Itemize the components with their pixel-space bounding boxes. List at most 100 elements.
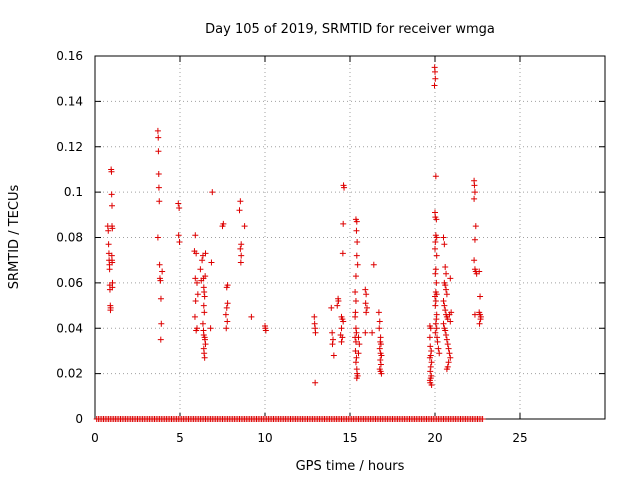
data-point [442,263,449,270]
data-point [352,313,359,320]
data-point [441,302,448,309]
data-point [377,341,384,348]
data-point [362,329,369,336]
data-point [236,207,243,214]
data-point [432,239,439,246]
data-point [311,320,318,327]
y-tick-label: 0.06 [56,276,83,290]
data-point [339,334,346,341]
data-point [223,325,230,332]
data-point [194,279,200,286]
x-tick-label: 20 [427,431,442,445]
data-point [193,250,200,257]
data-point [340,220,347,227]
data-point [156,198,163,205]
data-point [175,200,182,207]
data-point [155,184,162,191]
data-point [378,370,385,377]
data-point [472,223,479,230]
data-point [201,293,208,300]
data-point [370,261,377,268]
data-point [443,366,450,373]
data-point [108,191,115,198]
data-point [155,170,162,177]
data-point [445,345,452,352]
y-tick-label: 0.14 [56,94,83,108]
data-point [443,291,450,298]
data-point [202,273,209,280]
x-tick-labels: 0 5 10 15 20 25 [91,431,527,445]
x-tick-label: 5 [176,431,184,445]
data-point [442,282,449,289]
data-point [237,198,244,205]
data-point [433,279,440,286]
data-point [426,334,433,341]
data-point [352,298,359,305]
data-point [237,259,244,266]
data-point [353,252,360,259]
data-point [176,239,183,246]
x-axis-label: GPS time / hours [296,459,405,474]
data-point [339,250,346,257]
data-point [375,309,382,316]
data-point [432,270,439,277]
data-point [176,205,183,212]
data-point [476,320,483,327]
data-point [262,327,269,334]
data-point [154,234,161,241]
data-point [432,329,439,336]
y-tick-labels: 0 0.02 0.04 0.06 0.08 0.1 0.12 0.14 0.16 [56,49,83,426]
data-point [432,266,439,273]
data-point [199,320,206,327]
data-point [353,375,360,382]
data-point [219,223,226,230]
data-point [312,329,319,336]
y-tick-label: 0.08 [56,231,83,245]
data-point [431,82,438,89]
data-point [435,345,442,352]
data-point [447,275,454,282]
data-point [155,134,162,141]
data-point [432,173,439,180]
data-point [356,341,363,348]
data-point [353,354,360,361]
x-tick-label: 15 [342,431,357,445]
data-point [154,127,161,134]
data-point [193,327,200,334]
data-point [362,300,369,307]
data-point [433,234,440,241]
data-point [201,336,208,343]
data-point [237,245,244,252]
data-point [109,284,116,291]
data-point [432,293,438,300]
data-point [223,284,230,291]
data-point [448,309,455,316]
data-point-zero [479,416,486,422]
data-point [352,273,359,280]
data-point [369,329,376,336]
data-point [354,239,361,246]
data-point [338,338,345,345]
data-point [447,318,454,325]
data-point [329,341,336,348]
x-tick-label: 0 [91,431,99,445]
data-point [202,250,209,257]
data-point [207,325,214,332]
data-point [477,293,484,300]
data-point [376,325,383,332]
data-point [471,195,478,202]
data-point [354,261,361,268]
data-point [159,268,166,275]
data-point [238,252,245,259]
data-point [241,223,248,230]
data-point [157,336,164,343]
grid [95,56,605,419]
data-point [432,68,438,75]
data-point [199,257,206,264]
data-point [364,304,370,311]
data-point [440,320,447,327]
data-point [330,352,337,359]
data-point [426,354,433,361]
data-point [156,261,163,268]
x-tick-label: 10 [257,431,272,445]
